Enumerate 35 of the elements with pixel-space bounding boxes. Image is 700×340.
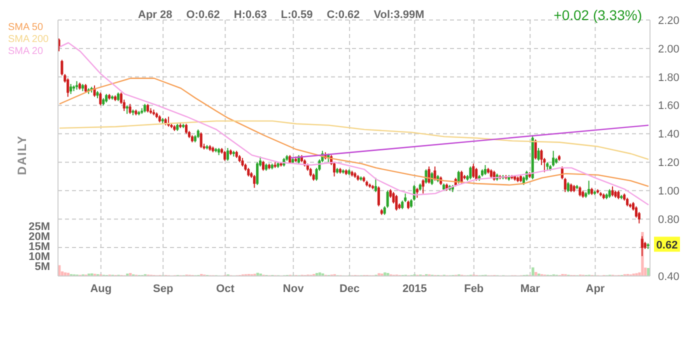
y-tick-label: 2.00 — [658, 43, 680, 56]
y-tick-label: 1.40 — [658, 128, 680, 141]
y-tick-label: 1.60 — [658, 100, 680, 112]
x-tick-label: Sep — [152, 282, 174, 295]
series-label: SMA 20 — [8, 46, 44, 58]
y-tick-label: 1.00 — [658, 186, 680, 198]
y-tick-label: 0.80 — [658, 214, 680, 226]
annotation: Vol:3.99M — [374, 9, 424, 21]
x-tick-label: Oct — [216, 282, 235, 295]
y2-tick-label: 20M — [28, 230, 50, 243]
x-tick-label: Nov — [282, 282, 305, 295]
y-tick-label: 1.20 — [658, 157, 680, 170]
x-tick-label: Dec — [339, 282, 360, 295]
annotation: C:0.62 — [326, 9, 360, 21]
x-tick-label: 2015 — [402, 282, 427, 295]
text: SMA 50 — [8, 22, 44, 34]
text: SMA 200 — [8, 34, 49, 46]
text: DAILY — [14, 135, 29, 175]
y-tick-label: 0.40 — [658, 270, 680, 283]
x-tick-label: Feb — [464, 282, 484, 295]
annotation: Apr 28 — [138, 9, 172, 21]
text: 0.62 — [656, 240, 678, 252]
y2-tick-label: 25M — [28, 220, 50, 233]
annotation: +0.02 (3.33%) — [554, 7, 642, 23]
annotation: H:0.63 — [234, 9, 267, 21]
y2-tick-label: 15M — [28, 240, 50, 253]
y2-tick-label: 10M — [28, 250, 50, 263]
annotation: O:0.62 — [186, 9, 220, 21]
y2-tick-label: 5M — [34, 260, 50, 273]
x-tick-label: Mar — [520, 282, 541, 295]
annotation: L:0.59 — [280, 9, 313, 21]
y-tick-label: 1.80 — [658, 72, 680, 84]
y-tick-label: 2.20 — [658, 14, 680, 27]
x-tick-label: Aug — [90, 282, 112, 295]
x-tick-label: Apr — [586, 282, 606, 295]
